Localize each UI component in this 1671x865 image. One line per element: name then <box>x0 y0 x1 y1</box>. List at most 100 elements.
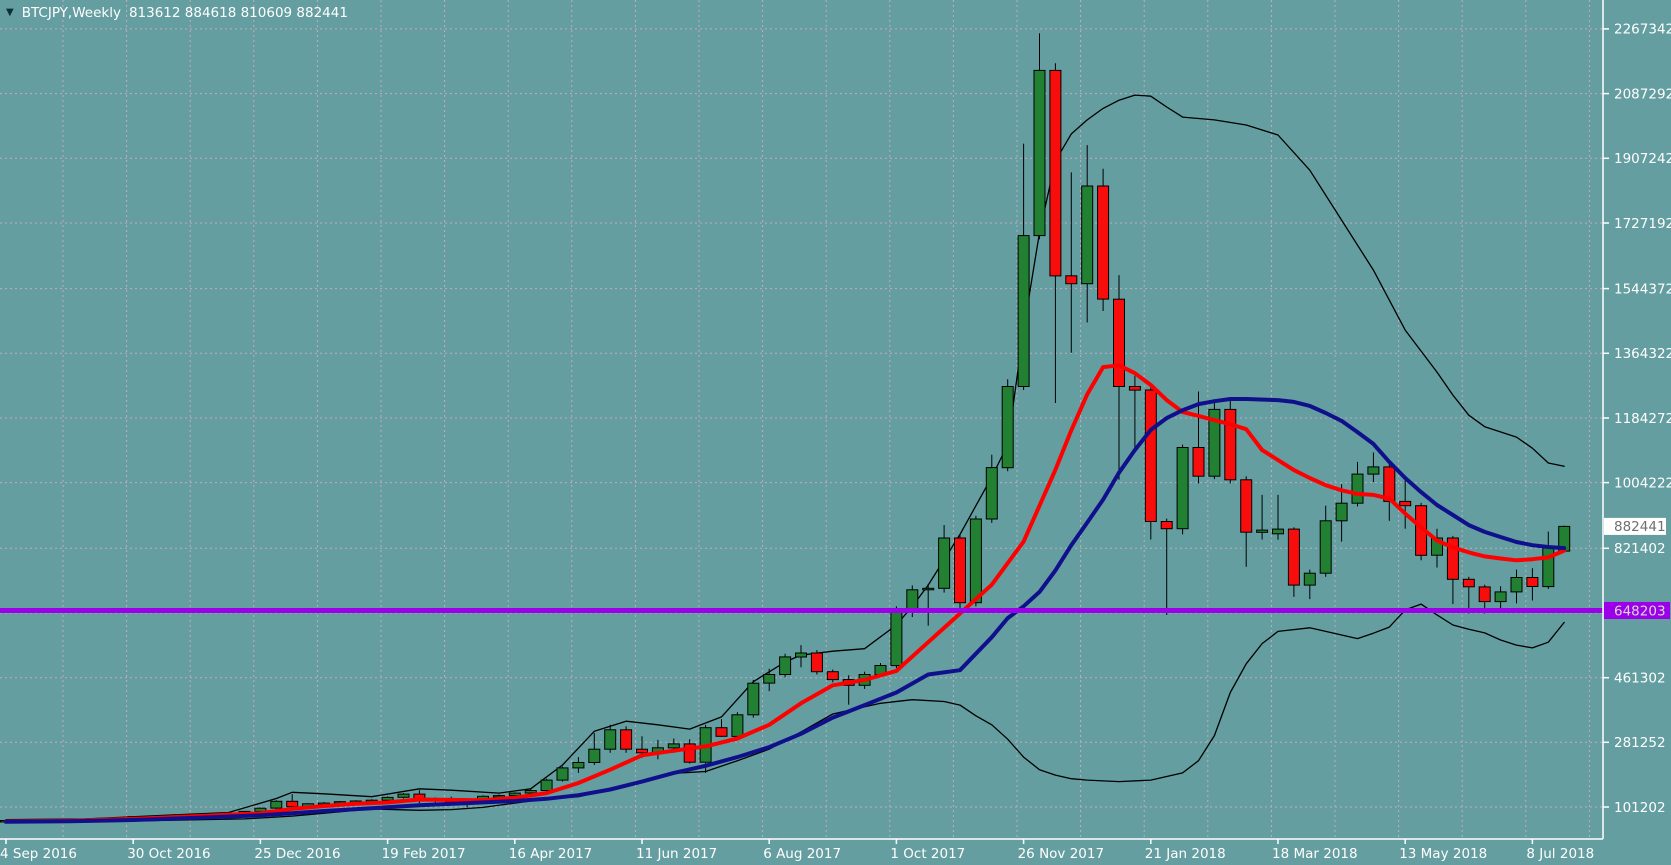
candle-body-bull <box>731 714 744 737</box>
candle-body-bull <box>1033 69 1046 237</box>
candle-body-bull <box>1367 466 1380 475</box>
candle-body-bear <box>1097 185 1110 300</box>
candle <box>826 669 839 683</box>
candle-body-bear <box>954 537 966 604</box>
candle-body-bull <box>1176 447 1189 530</box>
hline-price-label: 648203 <box>1604 602 1670 619</box>
candle <box>1192 391 1205 484</box>
candle-body-bull <box>985 467 998 520</box>
candle <box>1049 63 1062 403</box>
hline-label-box <box>1604 602 1670 619</box>
candle-body-bull <box>763 674 776 684</box>
candle <box>270 800 283 809</box>
date-label: 13 May 2018 <box>1399 846 1487 862</box>
candle-body-bear <box>1478 586 1491 603</box>
price-axis[interactable]: 2267342 2087292 1907242 1727192 1544372 13643… <box>1603 22 1671 816</box>
candle-body-bull <box>890 608 903 667</box>
candle-body-bull <box>667 743 680 749</box>
candle-body-bull <box>906 589 919 610</box>
price-label: 1004222 <box>1614 475 1671 491</box>
candle-body-bear <box>1446 537 1459 580</box>
price-label: 2267342 <box>1614 22 1671 38</box>
candle <box>1335 484 1348 542</box>
candle-body-bear <box>620 729 633 750</box>
candle <box>1526 568 1539 601</box>
candle <box>556 766 569 782</box>
price-label: 101202 <box>1614 800 1666 816</box>
candle-body-bull <box>588 748 601 764</box>
candle-body-bull <box>1510 577 1523 593</box>
candle <box>1081 145 1094 323</box>
candle-body-bull <box>1542 546 1555 588</box>
candle-body-bull <box>524 790 537 794</box>
candle-body-bull <box>1351 473 1364 504</box>
date-label: 4 Sep 2016 <box>0 846 77 862</box>
candle-body-bull <box>779 656 792 676</box>
candle-body-bull <box>1335 502 1348 522</box>
candle <box>683 739 696 764</box>
candle <box>1319 505 1332 577</box>
date-label: 8 Jul 2018 <box>1526 846 1594 862</box>
candle-body-bull <box>508 792 521 797</box>
candle-body-bull <box>270 800 283 809</box>
candle-body-bear <box>1526 577 1539 587</box>
time-axis[interactable]: 4 Sep 2016 30 Oct 2016 25 Dec 2016 19 Feb 2… <box>0 839 1594 862</box>
candle <box>1399 477 1412 529</box>
candle <box>1462 576 1475 614</box>
candle <box>1224 397 1237 484</box>
candle-body-bull <box>1017 235 1030 387</box>
candle-body-bear <box>826 671 839 681</box>
price-label: 2087292 <box>1614 86 1671 102</box>
candle-body-bear <box>715 727 728 737</box>
candle-body-bull <box>1001 386 1014 469</box>
date-label: 1 Oct 2017 <box>890 846 965 862</box>
candle <box>890 606 903 669</box>
candle-body-bull <box>1081 185 1094 285</box>
candle <box>1033 33 1046 240</box>
date-label: 6 Aug 2017 <box>763 846 841 862</box>
candle <box>540 778 553 792</box>
candle-body-bull <box>381 796 394 801</box>
candle-body-bear <box>1383 466 1396 502</box>
date-label: 19 Feb 2017 <box>382 846 466 862</box>
candle <box>954 534 966 615</box>
candle <box>938 525 951 593</box>
price-label: 1544372 <box>1614 281 1671 297</box>
price-label: 281252 <box>1614 735 1666 751</box>
title-ohlc: 813612 884618 810609 882441 <box>128 5 348 21</box>
candle-body-bear <box>1065 275 1078 285</box>
candle-body-bear <box>1128 386 1141 391</box>
candle-body-bear <box>1192 447 1205 477</box>
candle-body-bear <box>1049 69 1062 277</box>
moving-averages-layer <box>4 363 1567 824</box>
candle <box>1240 476 1253 567</box>
hline-label-text: 648203 <box>1614 603 1666 619</box>
candle-body-bull <box>1208 408 1221 477</box>
candle-body-bull <box>572 762 585 769</box>
symbol-collapse-icon[interactable]: ▼ <box>6 7 14 18</box>
candle <box>1256 494 1269 540</box>
current-price-label: 882441 <box>1604 517 1666 535</box>
candle <box>1017 143 1030 390</box>
candle <box>1351 461 1364 507</box>
candle-body-bull <box>1303 572 1316 586</box>
candle <box>1383 464 1396 521</box>
candle-body-bear <box>810 652 823 673</box>
candle <box>1367 452 1380 482</box>
candle-body-bear <box>1160 521 1173 530</box>
candle-body-bear <box>1240 479 1253 533</box>
candle <box>810 650 823 675</box>
price-label: 1184272 <box>1614 411 1671 427</box>
candle <box>1176 444 1189 535</box>
candle-body-bear <box>1113 298 1125 388</box>
candle <box>1510 569 1523 604</box>
chart-title: ▼ BTCJPY,Weekly 813612 884618 810609 882… <box>6 5 348 21</box>
price-label: 821402 <box>1614 541 1666 557</box>
candle-body-bull <box>1319 520 1332 574</box>
bollinger-lower-line <box>5 603 1565 824</box>
candle-body-bear <box>636 748 648 754</box>
candle-body-bull <box>540 779 553 791</box>
candle <box>779 653 792 678</box>
